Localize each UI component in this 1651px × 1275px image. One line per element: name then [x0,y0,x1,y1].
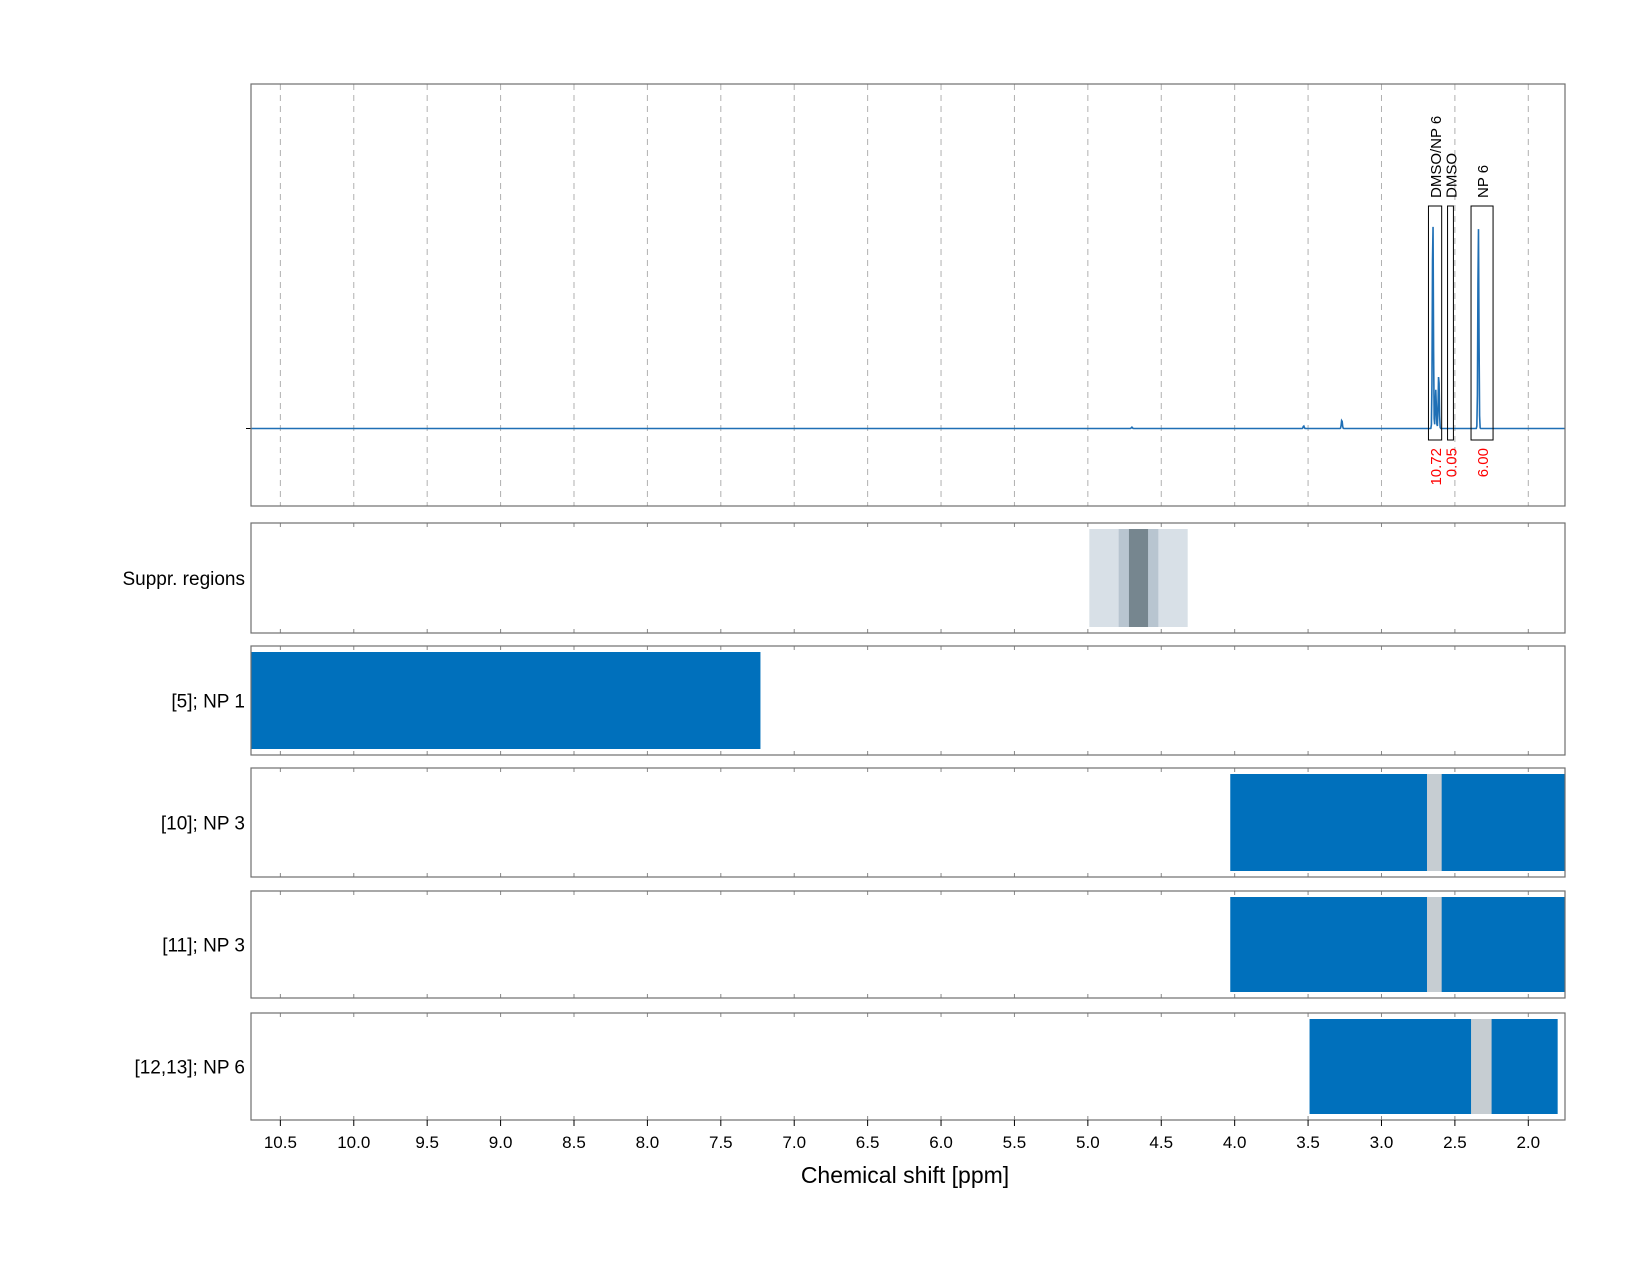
integral-value: 0.05 [1443,448,1460,477]
suppression-panel-bg [251,523,1565,633]
x-tick-label: 5.5 [1003,1133,1027,1152]
track-gap [1426,774,1442,871]
x-tick-label: 2.0 [1516,1133,1540,1152]
x-tick-label: 9.0 [489,1133,513,1152]
spectrum-panel-bg [251,84,1565,506]
x-tick-label: 3.5 [1296,1133,1320,1152]
track-label: [12,13]; NP 6 [134,1058,245,1079]
spectrum-line [251,226,1565,430]
track-bar [251,652,761,749]
x-tick-label: 8.0 [636,1133,660,1152]
x-tick-label: 7.5 [709,1133,733,1152]
x-tick-label: 10.5 [264,1133,297,1152]
x-tick-label: 3.0 [1370,1133,1394,1152]
annotation-box [1427,205,1443,441]
annotation-label: DMSO [1443,153,1460,198]
track-panel-frame [250,645,1566,756]
track-bar [1230,897,1565,992]
x-tick-label: 8.5 [562,1133,586,1152]
annotation-box [1470,205,1494,441]
grid-layer [251,84,1565,506]
track-gap [1426,897,1442,992]
track-panel-frame [250,767,1566,878]
x-tick-label: 4.0 [1223,1133,1247,1152]
annotation-label: DMSO/NP 6 [1428,116,1445,198]
track-bar [1230,774,1565,871]
suppression-panel-frame [250,522,1566,634]
track-label: [10]; NP 3 [161,814,245,835]
annotation-box [1447,205,1454,441]
track-bar [1309,1019,1558,1114]
x-axis: 10.5 10.0 9.5 9.0 8.5 8.0 7.5 7.0 6.5 6.0 5.5 5.0 4.… [264,1120,1540,1152]
track-panel-frame [250,890,1566,999]
track-gap [1471,1019,1492,1114]
spectrum-frame [250,83,1566,507]
x-tick-label: 7.0 [782,1133,806,1152]
x-tick-label: 9.5 [415,1133,439,1152]
x-tick-label: 4.5 [1149,1133,1173,1152]
suppression-label: Suppr. regions [122,569,245,590]
integral-value: 6.00 [1475,448,1492,477]
track-label: [11]; NP 3 [162,936,245,957]
track-label: [5]; NP 1 [171,692,245,713]
annotation-label: NP 6 [1475,165,1492,198]
suppression-band [1128,529,1149,627]
x-tick-label: 6.0 [929,1133,953,1152]
x-tick-label: 5.0 [1076,1133,1100,1152]
x-axis-label: Chemical shift [ppm] [801,1162,1009,1188]
track-panel-frame [250,1012,1566,1121]
x-tick-label: 6.5 [856,1133,880,1152]
spectrum-panel: DMSO/NP 6 10.72 DMSO 0.05 NP 6 6.00 [246,83,1566,507]
tracks-panel: Suppr. regions [5]; NP 1 [10]; NP 3 [11]; N… [122,522,1566,1121]
integral-value: 10.72 [1428,448,1445,486]
x-tick-label: 10.0 [337,1133,370,1152]
x-tick-label: 2.5 [1443,1133,1467,1152]
